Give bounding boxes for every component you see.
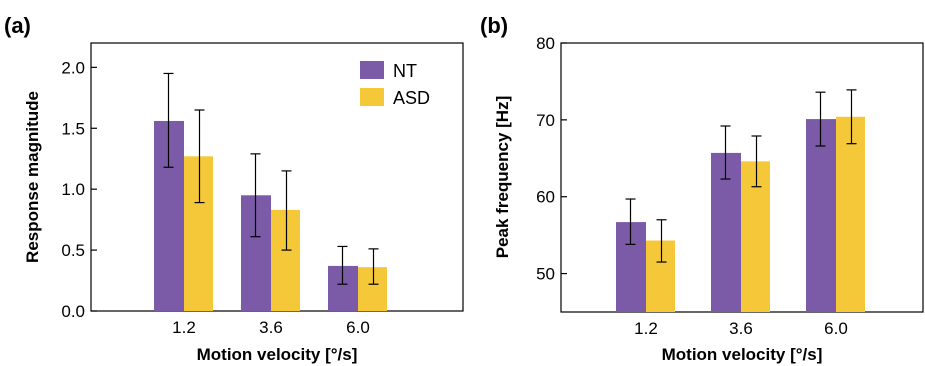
error-bar-nt-1.2 (163, 72, 174, 168)
error-bar-asd-1.2 (656, 219, 667, 263)
x-tick-label: 3.6 (729, 319, 753, 338)
error-bar-nt-6.0 (337, 245, 348, 285)
y-tick-label: 2.0 (61, 58, 85, 77)
panel-a-y-ticks: 0.0 0.5 1.0 1.5 2.0 (61, 58, 97, 321)
y-tick-label: 1.5 (61, 119, 85, 138)
bar-nt-6.0 (806, 119, 836, 313)
error-bar-asd-3.6 (751, 135, 762, 188)
error-bar-nt-3.6 (250, 153, 261, 238)
y-tick-label: 0.0 (61, 302, 85, 321)
y-tick-label: 60 (536, 188, 555, 207)
error-bar-nt-6.0 (815, 91, 826, 147)
panel-a-x-ticks: 1.2 3.6 6.0 (172, 318, 370, 337)
bar-asd-1.2 (646, 240, 675, 312)
panel-b-y-ticks: 50 60 70 80 (536, 34, 567, 284)
error-bar-asd-1.2 (194, 109, 205, 204)
panel-a-x-axis-label: Motion velocity [°/s] (197, 345, 358, 364)
panel-b-x-axis-label: Motion velocity [°/s] (662, 345, 823, 364)
panel-a-label: (a) (4, 13, 31, 38)
panel-a-y-axis-label: Response magnitude (23, 91, 42, 263)
panel-a-legend: NT ASD (360, 61, 430, 108)
y-tick-label: 80 (536, 34, 555, 53)
bar-asd-3.6 (271, 209, 300, 311)
x-tick-label: 1.2 (634, 319, 658, 338)
y-tick-label: 1.0 (61, 180, 85, 199)
panel-b-y-axis-label: Peak frequency [Hz] (493, 96, 512, 259)
error-bar-asd-6.0 (846, 89, 857, 145)
bar-asd-3.6 (741, 161, 770, 312)
panel-a: (a) 0.0 0.5 1.0 1.5 2.0 1.2 3.6 6.0 Response m… (4, 13, 464, 364)
y-tick-label: 50 (536, 265, 555, 284)
panel-b-x-ticks: 1.2 3.6 6.0 (634, 319, 848, 338)
panel-b-label: (b) (480, 13, 508, 38)
x-tick-label: 1.2 (172, 318, 196, 337)
error-bar-asd-3.6 (281, 170, 292, 251)
legend-label-asd: ASD (393, 88, 430, 108)
panel-a-bars (154, 72, 387, 311)
panel-b: (b) 50 60 70 80 1.2 3.6 6.0 Peak frequency [H… (480, 13, 924, 364)
panel-b-bars (616, 89, 865, 313)
y-tick-label: 0.5 (61, 241, 85, 260)
x-tick-label: 6.0 (824, 319, 848, 338)
y-tick-label: 70 (536, 111, 555, 130)
legend-swatch-nt (360, 61, 384, 79)
bar-asd-6.0 (358, 267, 387, 311)
legend-swatch-asd (360, 88, 384, 106)
error-bar-asd-6.0 (368, 248, 379, 285)
x-tick-label: 3.6 (259, 318, 283, 337)
legend-label-nt: NT (393, 61, 417, 81)
error-bar-nt-1.2 (625, 198, 636, 245)
x-tick-label: 6.0 (346, 318, 370, 337)
error-bar-nt-3.6 (720, 125, 731, 180)
bar-asd-1.2 (184, 156, 213, 311)
bar-asd-6.0 (836, 116, 865, 312)
